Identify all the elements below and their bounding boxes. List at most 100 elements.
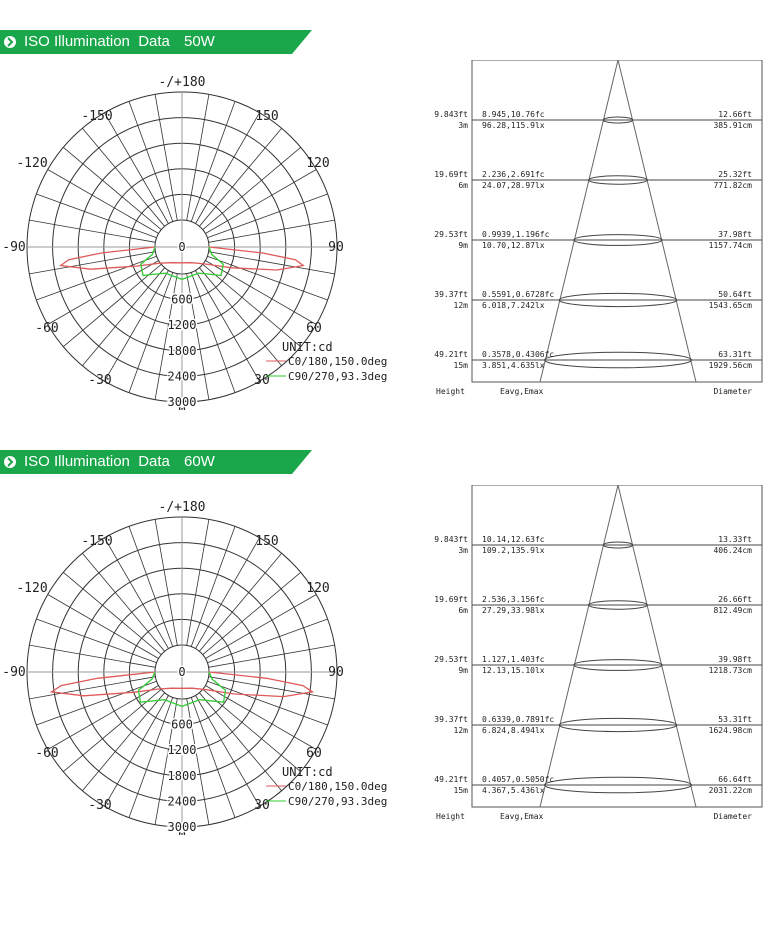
eavg-emax-fc: 0.6339,0.7891fc — [482, 715, 554, 724]
beam-ellipse — [558, 717, 678, 733]
polar-candela-chart: -/+180-150150-120120-9090-6060-303000600… — [2, 75, 387, 410]
eavg-emax-lx: 24.07,28.97lx — [482, 181, 545, 190]
height-ft: 29.53ft — [434, 230, 468, 239]
angle-tick-label: -/+180 — [159, 75, 206, 90]
angle-tick-label: -120 — [16, 581, 47, 596]
polar-spoke — [154, 94, 178, 221]
series-c90-curve — [139, 246, 225, 281]
legend-entry: C0/180,150.0deg — [288, 780, 387, 793]
polar-spoke — [199, 553, 282, 652]
diameter-cm: 1157.74cm — [709, 241, 753, 250]
angle-tick-label: 90 — [328, 240, 344, 255]
polar-spoke — [199, 128, 282, 227]
angle-tick-label: 30 — [254, 798, 270, 813]
angle-tick-label: -120 — [16, 156, 47, 171]
radial-tick-label: 3000 — [168, 820, 197, 834]
radial-tick-label: 2400 — [168, 369, 197, 383]
polar-spoke — [29, 251, 156, 275]
diameter-ft: 39.98ft — [718, 655, 752, 664]
radial-tick-label: 0 — [178, 240, 185, 254]
angle-tick-label: -90 — [2, 665, 25, 680]
angle-tick-label: -150 — [81, 534, 112, 549]
height-m: 6m — [458, 181, 468, 190]
polar-grid — [26, 516, 338, 828]
height-ft: 29.53ft — [434, 655, 468, 664]
diameter-ft: 37.98ft — [718, 230, 752, 239]
polar-spoke — [208, 644, 335, 668]
eavg-emax-fc: 2.536,3.156fc — [482, 595, 545, 604]
illumination-section: -/+180-150150-120120-9090-6060-303000600… — [0, 60, 770, 460]
polar-grid — [26, 91, 338, 403]
polar-spoke — [202, 147, 301, 230]
legend-entry: C90/270,93.3deg — [288, 370, 387, 383]
height-m: 3m — [458, 546, 468, 555]
beam-ellipse — [544, 776, 692, 794]
footer-diameter: Diameter — [713, 387, 752, 396]
polar-spoke — [208, 219, 335, 243]
beam-ellipse — [588, 600, 648, 610]
banner-power: 50W — [184, 33, 215, 50]
polar-spoke — [128, 697, 174, 818]
angle-tick-label: 120 — [306, 581, 329, 596]
radial-tick-label: 1800 — [168, 769, 197, 783]
diameter-cm: 406.24cm — [713, 546, 752, 555]
illumination-section: -/+180-150150-120120-9090-6060-303000600… — [0, 485, 770, 885]
angle-tick-label: 150 — [255, 109, 278, 124]
diameter-ft: 13.33ft — [718, 535, 752, 544]
height-ft: 39.37ft — [434, 290, 468, 299]
height-ft: 39.37ft — [434, 715, 468, 724]
eavg-emax-lx: 6.018,7.242lx — [482, 301, 545, 310]
cone-edge — [539, 60, 619, 383]
banner-shape — [0, 30, 312, 54]
cone-frame — [471, 60, 763, 383]
polar-spoke — [208, 251, 335, 275]
polar-spoke — [195, 537, 260, 649]
height-m: 12m — [454, 726, 469, 735]
polar-spoke — [207, 618, 328, 664]
series-c90-curve — [137, 671, 227, 708]
polar-spoke — [199, 267, 282, 366]
series-c0-curve — [49, 671, 315, 698]
beam-ellipse — [544, 351, 692, 369]
radial-tick-label: 1200 — [168, 743, 197, 757]
diameter-cm: 1624.98cm — [709, 726, 753, 735]
polar-spoke — [190, 697, 236, 818]
eavg-emax-lx: 10.70,12.87lx — [482, 241, 545, 250]
polar-spoke — [63, 264, 162, 347]
chevron-circle-icon — [4, 456, 16, 468]
polar-spoke — [195, 270, 260, 382]
height-ft: 9.843ft — [434, 535, 468, 544]
polar-candela-chart: -/+180-150150-120120-9090-6060-303000600… — [2, 500, 387, 835]
eavg-emax-fc: 0.3578,0.4306fc — [482, 350, 554, 359]
polar-spoke — [104, 695, 169, 807]
polar-spoke — [186, 698, 210, 825]
polar-spoke — [47, 169, 159, 234]
banner-power: 60W — [184, 453, 215, 470]
diameter-cm: 812.49cm — [713, 606, 752, 615]
polar-spoke — [190, 526, 236, 647]
eavg-emax-lx: 4.367,5.436lx — [482, 786, 545, 795]
height-m: 15m — [454, 361, 469, 370]
diameter-cm: 385.91cm — [713, 121, 752, 130]
height-m: 3m — [458, 121, 468, 130]
diameter-ft: 25.32ft — [718, 170, 752, 179]
diameter-ft: 12.66ft — [718, 110, 752, 119]
eavg-emax-lx: 12.13,15.10lx — [482, 666, 545, 675]
diameter-cm: 1929.56cm — [709, 361, 753, 370]
polar-spoke — [154, 273, 178, 400]
eavg-emax-lx: 6.824,8.494lx — [482, 726, 545, 735]
height-m: 9m — [458, 241, 468, 250]
radial-tick-label: 1200 — [168, 318, 197, 332]
polar-spoke — [63, 572, 162, 655]
footer-height: Height — [436, 812, 465, 821]
polar-spoke — [205, 169, 317, 234]
polar-spoke — [29, 676, 156, 700]
polar-spoke — [47, 594, 159, 659]
unit-label: UNIT:cd — [282, 340, 333, 354]
polar-spoke — [82, 553, 165, 652]
polar-spoke — [195, 695, 260, 807]
footer-eavg: Eavg,Emax — [500, 387, 544, 396]
angle-tick-label: 60 — [306, 746, 322, 761]
polar-spoke — [202, 264, 301, 347]
polar-spoke — [29, 644, 156, 668]
